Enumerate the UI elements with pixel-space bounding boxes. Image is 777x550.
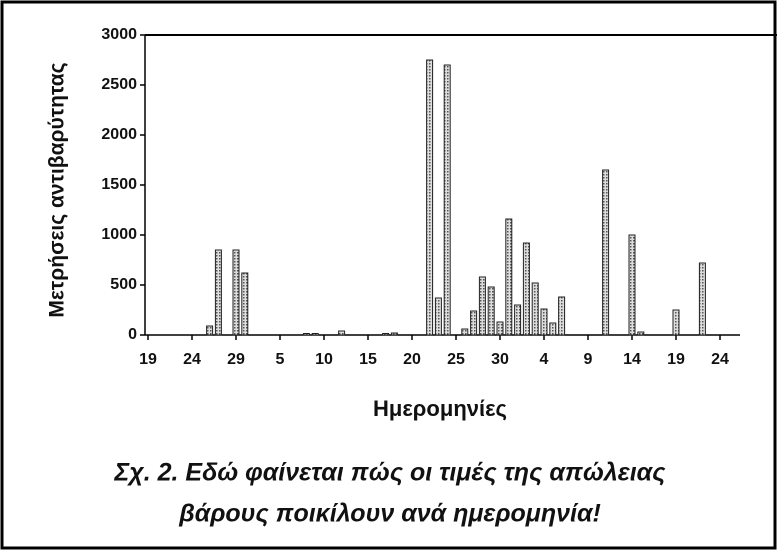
y-tick-label: 2000 bbox=[101, 126, 137, 143]
x-tick-label: 25 bbox=[447, 351, 465, 368]
bar bbox=[487, 286, 495, 336]
x-tick-label: 24 bbox=[183, 351, 201, 368]
x-axis-label: Ημερομηνίες bbox=[373, 396, 507, 421]
bar bbox=[390, 332, 398, 336]
bar bbox=[558, 296, 566, 336]
bar bbox=[206, 325, 214, 336]
x-tick-label: 30 bbox=[491, 351, 509, 368]
y-tick-label: 0 bbox=[128, 326, 137, 343]
y-axis-label: Μετρήσεις αντιβαρύτητας bbox=[46, 62, 69, 317]
x-tick-label: 29 bbox=[227, 351, 245, 368]
bar bbox=[302, 333, 310, 336]
x-tick-label: 10 bbox=[315, 351, 333, 368]
bar bbox=[496, 321, 504, 336]
bar bbox=[698, 262, 706, 336]
bar bbox=[522, 242, 530, 336]
x-tick-label: 9 bbox=[584, 351, 593, 368]
bar bbox=[602, 169, 610, 336]
y-tick-label: 1000 bbox=[101, 226, 137, 243]
bar bbox=[531, 282, 539, 336]
bar bbox=[241, 272, 249, 336]
caption-line: Σχ. 2. Εδώ φαίνεται πώς οι τιμές της απώ… bbox=[114, 459, 667, 487]
x-tick-label: 15 bbox=[359, 351, 377, 368]
bar bbox=[311, 333, 319, 336]
bar bbox=[338, 330, 346, 336]
x-tick-label: 19 bbox=[139, 351, 157, 368]
bar bbox=[443, 64, 451, 336]
bar bbox=[434, 297, 442, 336]
bar bbox=[549, 322, 557, 336]
y-tick-label: 1500 bbox=[101, 176, 137, 193]
bar bbox=[232, 249, 240, 336]
x-tick-label: 5 bbox=[276, 351, 285, 368]
bar bbox=[672, 309, 680, 336]
bar bbox=[478, 276, 486, 336]
bar bbox=[426, 59, 434, 336]
y-tick-label: 3000 bbox=[101, 26, 137, 43]
x-tick-label: 4 bbox=[540, 351, 549, 368]
bar bbox=[505, 218, 513, 336]
bar bbox=[461, 328, 469, 336]
bar bbox=[214, 249, 222, 336]
caption-line: βάρους ποικίλουν ανά ημερομηνία! bbox=[178, 500, 601, 528]
x-tick-label: 14 bbox=[623, 351, 641, 368]
bar bbox=[382, 333, 390, 336]
bar bbox=[470, 310, 478, 336]
x-tick-label: 20 bbox=[403, 351, 421, 368]
y-tick-label: 2500 bbox=[101, 76, 137, 93]
bar bbox=[514, 304, 522, 336]
bar bbox=[628, 234, 636, 336]
x-tick-label: 19 bbox=[667, 351, 685, 368]
bar bbox=[540, 308, 548, 336]
bar bbox=[637, 331, 645, 336]
y-tick-label: 500 bbox=[110, 276, 137, 293]
x-tick-label: 24 bbox=[711, 351, 729, 368]
